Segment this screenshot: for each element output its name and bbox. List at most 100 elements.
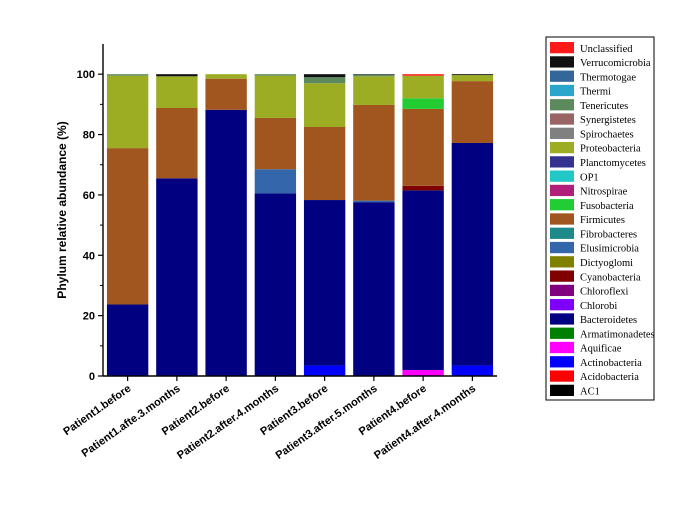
legend-label: Cyanobacteria xyxy=(580,272,641,283)
legend-label: Acidobacteria xyxy=(580,372,639,383)
legend-swatch xyxy=(550,299,574,311)
y-axis-label: Phylum relative abundance (%) xyxy=(55,121,69,298)
bar-segment-aquificae-7 xyxy=(402,369,444,376)
bar-segment-bacteroidetes-6 xyxy=(353,202,395,376)
bars-layer xyxy=(106,74,494,377)
bar-segment-proteobacteria-3 xyxy=(205,74,247,79)
bar-segment-bacteroidetes-2 xyxy=(156,178,198,376)
bar-segment-bacteroidetes-5 xyxy=(303,200,346,366)
bar-segment-bacteroidetes-8 xyxy=(451,143,494,366)
bar-segment-actinobacteria-5 xyxy=(303,365,346,376)
legend-swatch xyxy=(550,227,574,239)
bar-segment-firmicutes-6 xyxy=(353,104,395,201)
legend-label: Synergistetes xyxy=(580,115,636,126)
legend-label: Planctomycetes xyxy=(580,158,646,169)
legend-swatch xyxy=(550,170,574,182)
legend-swatch xyxy=(550,284,574,297)
legend-swatch xyxy=(550,70,574,82)
legend-swatch xyxy=(550,113,574,125)
y-tick-label: 40 xyxy=(83,250,95,262)
bar-segment-fusobacteria-7 xyxy=(402,98,444,109)
legend-swatch xyxy=(550,356,574,368)
bar-segment-elusimicrobia-6 xyxy=(353,200,395,203)
bar-segment-bacteroidetes-4 xyxy=(254,193,297,376)
legend-swatch xyxy=(550,270,574,282)
bar-segment-firmicutes-8 xyxy=(451,81,494,143)
bar-segment-firmicutes-7 xyxy=(402,108,444,186)
legend-label: Spirochaetes xyxy=(580,129,634,140)
bar-segment-verrucomicrobia-8 xyxy=(451,74,494,76)
bar-segment-proteobacteria-2 xyxy=(156,76,198,108)
legend-swatch xyxy=(550,42,574,54)
bar-segment-unclassified-7 xyxy=(402,74,444,76)
x-tick-label: Patient1.afte.3.months xyxy=(80,383,183,460)
legend-label: Fusobacteria xyxy=(580,201,634,212)
bar-segment-verrucomicrobia-2 xyxy=(156,74,198,77)
legend-swatch xyxy=(550,56,574,68)
legend-label: Firmicutes xyxy=(580,215,625,226)
y-tick-label: 100 xyxy=(77,69,95,81)
bar-segment-elusimicrobia-4 xyxy=(254,169,297,194)
y-tick-label: 0 xyxy=(89,371,95,383)
legend-label: Chlorobi xyxy=(580,301,617,312)
legend-label: Tenericutes xyxy=(580,101,628,112)
legend-label: Thermi xyxy=(580,87,611,98)
legend-label: Proteobacteria xyxy=(580,144,641,155)
bar-segment-proteobacteria-5 xyxy=(303,83,346,127)
y-tick-label: 80 xyxy=(83,130,95,142)
bar-segment-firmicutes-4 xyxy=(254,117,297,170)
legend-swatch xyxy=(550,370,574,382)
legend-label: Nitrospirae xyxy=(580,187,628,198)
legend-swatch xyxy=(550,213,574,225)
bar-segment-proteobacteria-6 xyxy=(353,76,395,105)
legend-swatch xyxy=(550,313,574,325)
legend-label: Elusimicrobia xyxy=(580,244,639,255)
legend-swatch xyxy=(550,327,574,339)
legend-swatch xyxy=(550,241,574,254)
bar-segment-tenericutes-1 xyxy=(106,74,149,76)
legend-label: Chloroflexi xyxy=(580,287,628,298)
bar-segment-cyanobacteria-7 xyxy=(402,185,444,191)
legend-label: Bacteroidetes xyxy=(580,315,637,326)
legend-swatch xyxy=(550,384,574,396)
bar-segment-actinobacteria-8 xyxy=(451,365,494,376)
bar-segment-firmicutes-1 xyxy=(106,148,149,305)
legend-label: OP1 xyxy=(580,172,599,183)
bar-segment-proteobacteria-4 xyxy=(254,75,297,118)
legend-swatch xyxy=(550,256,574,268)
legend-label: Fibrobacteres xyxy=(580,229,637,240)
legend-swatch xyxy=(550,127,574,139)
legend-label: Unclassified xyxy=(580,44,633,55)
legend-label: Actinobacteria xyxy=(580,358,642,369)
legend-swatch xyxy=(550,156,574,168)
bar-segment-bacteroidetes-7 xyxy=(402,190,444,370)
bar-segment-tenericutes-4 xyxy=(254,74,297,76)
bar-segment-proteobacteria-7 xyxy=(402,75,444,99)
legend-label: Thermotogae xyxy=(580,72,636,83)
legend-swatch xyxy=(550,141,574,154)
legend-label: AC1 xyxy=(580,387,600,398)
legend-swatch xyxy=(550,99,574,111)
legend: Unclassified Verrucomicrobia Thermotogae Th… xyxy=(545,36,655,401)
legend-swatch xyxy=(550,199,574,211)
bar-segment-firmicutes-5 xyxy=(303,127,346,201)
legend-swatch xyxy=(550,341,574,354)
y-tick-label: 60 xyxy=(83,190,95,202)
legend-label: Dictyoglomi xyxy=(580,258,633,269)
legend-label: Verrucomicrobia xyxy=(580,58,651,69)
legend-label: Armatimonadetes xyxy=(580,329,655,340)
y-tick-label: 20 xyxy=(83,311,95,323)
bar-segment-tenericutes-6 xyxy=(353,74,395,77)
bar-segment-tenericutes-5 xyxy=(303,77,346,84)
bar-segment-proteobacteria-1 xyxy=(106,75,149,149)
bar-segment-bacteroidetes-3 xyxy=(205,109,247,377)
bar-segment-bacteroidetes-1 xyxy=(106,304,149,376)
bar-segment-verrucomicrobia-6 xyxy=(353,74,395,75)
bar-segment-firmicutes-2 xyxy=(156,107,198,179)
bar-segment-proteobacteria-8 xyxy=(451,75,494,82)
bar-segment-firmicutes-3 xyxy=(205,78,247,110)
bar-segment-verrucomicrobia-5 xyxy=(303,74,346,78)
legend-label: Aquificae xyxy=(580,344,622,355)
legend-swatch xyxy=(550,184,574,197)
